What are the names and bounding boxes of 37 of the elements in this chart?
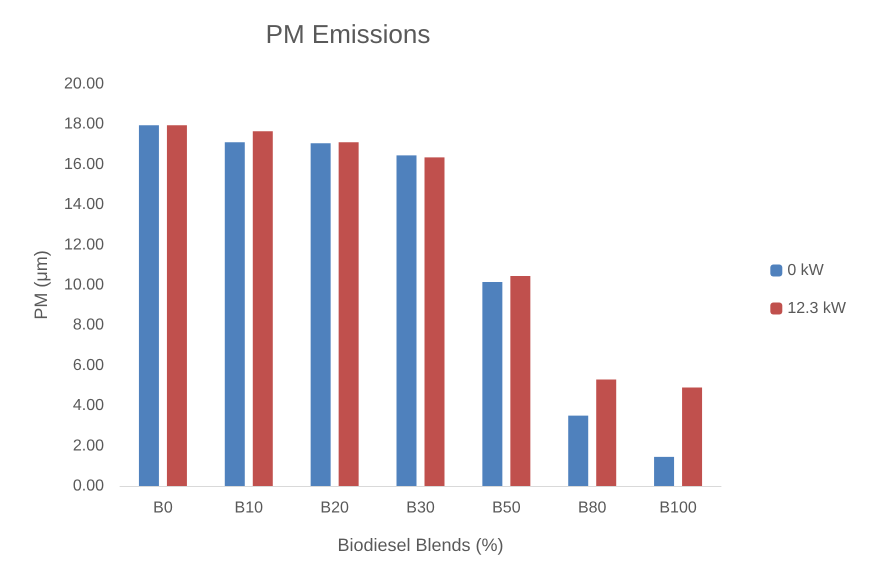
x-tick-label: B20 (320, 500, 349, 516)
y-tick-label: 18.00 (64, 116, 104, 133)
y-tick-label: 0.00 (72, 478, 104, 494)
legend-label: 0 kW (787, 262, 825, 279)
y-tick-label: 16.00 (64, 156, 104, 173)
bar (310, 143, 331, 486)
y-tick-label: 8.00 (72, 316, 104, 334)
x-tick-label: B80 (578, 500, 607, 516)
bar (424, 157, 444, 486)
bar (224, 142, 245, 486)
bar (510, 276, 530, 486)
y-tick-label: 14.00 (64, 196, 104, 214)
bar (166, 125, 187, 486)
y-tick-label: 2.00 (72, 437, 104, 454)
y-axis-title: PM (μm) (31, 250, 51, 320)
bar (596, 379, 616, 486)
x-tick-label: B100 (659, 500, 697, 516)
bar (568, 416, 588, 486)
bar (252, 131, 273, 486)
x-tick-label: B0 (153, 500, 173, 516)
x-tick-label: B30 (406, 500, 435, 516)
y-tick-label: 4.00 (72, 397, 104, 414)
chart-title: PM Emissions (266, 19, 430, 49)
bar (682, 388, 702, 486)
x-tick-label: B50 (492, 500, 521, 516)
y-tick-label: 6.00 (72, 356, 104, 374)
y-tick-label: 12.00 (64, 236, 104, 254)
y-tick-label: 20.00 (64, 76, 104, 92)
x-axis-title: Biodiesel Blends (%) (337, 535, 504, 555)
bar (138, 125, 159, 486)
bar (482, 282, 502, 486)
bar (338, 142, 359, 486)
x-tick-label: B10 (234, 500, 264, 516)
y-tick-label: 10.00 (64, 276, 104, 294)
legend-label: 12.3 kW (787, 300, 847, 317)
bar (396, 155, 416, 486)
bar (654, 456, 674, 486)
